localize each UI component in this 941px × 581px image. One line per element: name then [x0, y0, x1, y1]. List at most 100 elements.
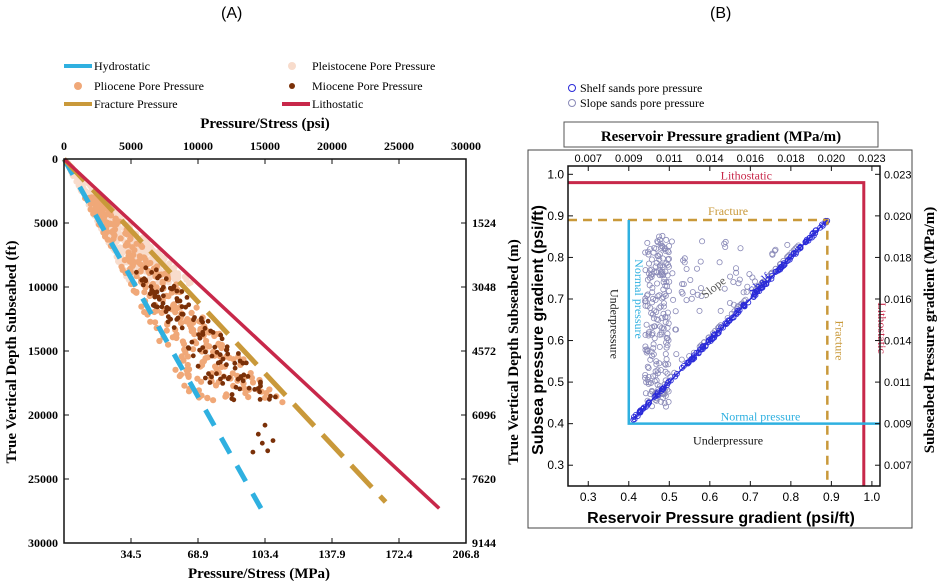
pliocene-point [100, 213, 107, 220]
slope-sand-point [743, 288, 750, 295]
slope-sand-point [661, 291, 668, 298]
right-tick-label: 4572 [472, 344, 496, 358]
panel-a-label: (A) [221, 5, 242, 22]
slope-sand-point [651, 244, 658, 251]
miocene-point [197, 347, 203, 353]
slope-sand-point [653, 361, 660, 368]
b-right-tick-label: 0.011 [884, 377, 911, 389]
slope-sand-point [698, 285, 705, 292]
shelf-sand-point [745, 299, 752, 306]
slope-sand-point [649, 311, 656, 318]
b-right-tick-label: 0.018 [884, 252, 912, 264]
miocene-point [199, 316, 204, 321]
shelf-sand-point [797, 243, 804, 250]
shelf-sand-point [741, 303, 748, 310]
miocene-point [200, 329, 206, 335]
miocene-point [219, 336, 225, 342]
shelf-sand-point [787, 254, 794, 261]
shelf-sand-point [689, 355, 696, 362]
hydrostatic-line [61, 157, 264, 510]
slope-sand-point [697, 258, 704, 265]
miocene-point [192, 315, 197, 320]
bottom-tick-label: 172.4 [386, 547, 413, 561]
left-tick-label: 10000 [28, 280, 58, 294]
b-left-tick-label: 0.4 [547, 417, 564, 431]
slope-sand-point [687, 276, 694, 283]
right-tick-label: 6096 [472, 408, 496, 422]
miocene-point [186, 302, 192, 308]
slope-sand-point [664, 272, 671, 279]
lithostatic-line [62, 157, 441, 510]
shelf-sand-point [705, 339, 712, 346]
legend-swatch-miocene [289, 83, 295, 89]
slope-sand-point [646, 260, 653, 267]
b-left-tick-label: 0.5 [547, 375, 564, 389]
slope-sand-point [646, 267, 653, 274]
legend-label-miocene: Miocene Pore Pressure [312, 79, 423, 93]
miocene-point [238, 375, 243, 381]
top-tick-label: 10000 [183, 139, 213, 153]
shelf-sand-point [667, 377, 674, 384]
miocene-point [224, 344, 230, 350]
miocene-point [152, 303, 158, 309]
slope-sand-point [650, 315, 657, 322]
panel-b-legend: Shelf sands pore pressure Slope sands po… [568, 81, 704, 110]
slope-sand-point [717, 307, 724, 314]
miocene-point [140, 282, 146, 288]
pliocene-point [87, 206, 94, 213]
fracture-side-label: Fracture [832, 321, 846, 361]
slope-sand-point [672, 308, 679, 315]
b-left-tick-label: 0.7 [547, 292, 564, 306]
shelf-sand-point [765, 276, 772, 283]
panel-b-bottom-axis-title: Reservoir Pressure gradient (psi/ft) [587, 510, 855, 527]
shelf-sand-point [640, 405, 647, 412]
slope-sand-point [662, 361, 669, 368]
b-bottom-tick-label: 0.8 [783, 490, 800, 504]
miocene-point [233, 384, 239, 390]
shelf-sand-point [772, 269, 779, 275]
b-left-tick-label: 1.0 [547, 167, 564, 181]
slope-sand-point [642, 331, 649, 338]
miocene-point [175, 298, 181, 304]
panel-a-legend: Hydrostatic Pleistocene Pore Pressure Pl… [64, 59, 435, 111]
shelf-sand-point [751, 290, 758, 297]
pliocene-point [156, 337, 163, 345]
slope-sand-point [683, 297, 690, 304]
slope-sand-point [664, 342, 671, 349]
slope-sand-point [746, 271, 753, 278]
pliocene-point [180, 340, 187, 348]
slope-sand-point [645, 251, 652, 258]
pleistocene-point [187, 279, 194, 286]
left-tick-label: 5000 [34, 216, 58, 230]
miocene-point [257, 397, 263, 402]
pliocene-point [151, 308, 158, 316]
slope-sand-point [661, 276, 668, 283]
pliocene-point [133, 288, 140, 296]
pliocene-point [141, 309, 148, 316]
miocene-point [180, 311, 186, 317]
normal-pressure-vertical-label: Normal pressure [632, 259, 646, 339]
pliocene-point [190, 346, 197, 353]
miocene-point [209, 374, 214, 380]
miocene-point [259, 440, 265, 446]
shelf-sand-point [725, 317, 732, 324]
miocene-point [209, 353, 215, 359]
miocene-point [202, 325, 208, 331]
pliocene-point [249, 379, 257, 386]
pliocene-point [279, 399, 286, 406]
normal-pressure-boundary [627, 220, 880, 425]
panel-b-left-axis-title: Subsea pressure gradient (psi/ft) [530, 205, 547, 455]
slope-sand-point [656, 263, 663, 270]
miocene-point [205, 318, 211, 324]
top-tick-label: 30000 [451, 139, 481, 153]
top-tick-label: 15000 [250, 139, 280, 153]
slope-sand-point [650, 373, 657, 380]
miocene-point [203, 375, 208, 381]
slope-sand-point [716, 259, 723, 266]
slope-sand-point [730, 301, 737, 308]
legend-swatch-shelf [568, 84, 576, 92]
right-tick-label: 1524 [472, 216, 496, 230]
miocene-point [237, 386, 243, 392]
legend-label-slope: Slope sands pore pressure [580, 96, 704, 110]
slope-sand-point [721, 240, 728, 247]
